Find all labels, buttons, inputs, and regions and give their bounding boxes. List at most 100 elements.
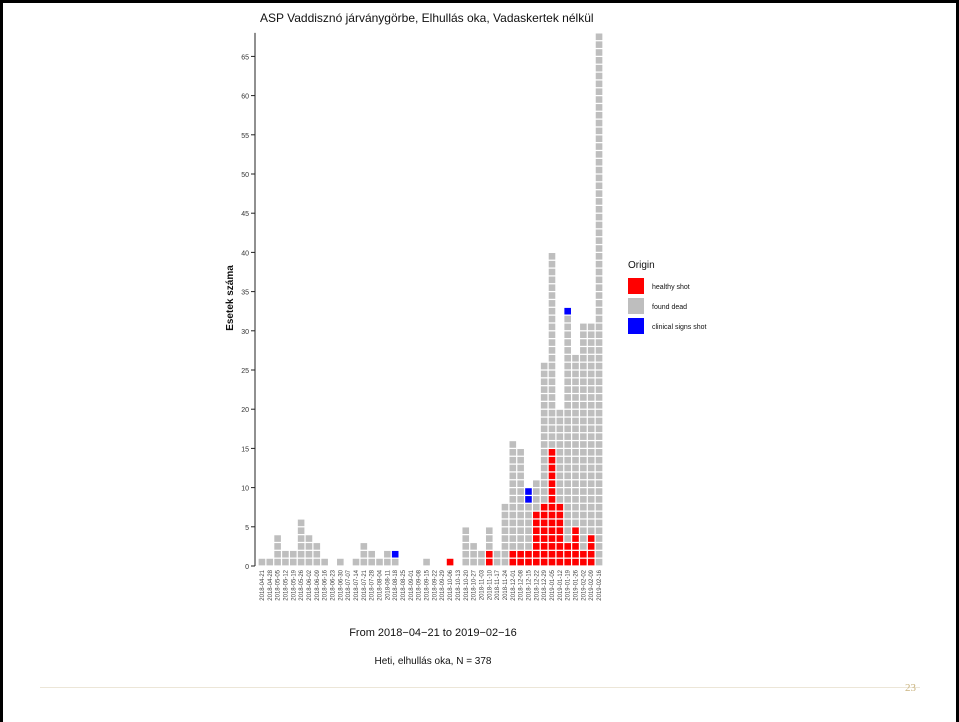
bar-cell	[517, 519, 524, 527]
bar-cell	[540, 472, 548, 480]
x-tick-label: 2018-09-22	[432, 569, 438, 600]
bar-cell	[517, 480, 524, 487]
bar-cell	[548, 550, 556, 558]
bar-cell	[540, 527, 548, 535]
bar-cell	[540, 480, 548, 487]
bar-cell	[587, 425, 595, 433]
bar-cell	[470, 543, 477, 550]
bar-cell	[548, 441, 556, 448]
bar-cell	[587, 472, 595, 480]
bar-cell	[595, 119, 603, 127]
bar-cell	[266, 558, 274, 566]
bar-cell	[485, 535, 493, 542]
bar-cell	[595, 362, 603, 370]
bar-cell	[595, 370, 603, 378]
bar-cell	[564, 370, 571, 378]
x-tick-label: 2018-10-06	[448, 569, 454, 600]
bar-cell	[533, 519, 540, 527]
bar-cell	[580, 378, 587, 386]
bar-cell	[556, 441, 564, 448]
bar-cell	[595, 354, 603, 362]
bar-cell	[485, 543, 493, 550]
bar-cell	[517, 488, 524, 495]
bar-cell	[580, 543, 587, 550]
bar-cell	[313, 543, 321, 550]
bar-cell	[462, 543, 470, 550]
bar-cell	[595, 213, 603, 221]
y-tick-label: 60	[241, 94, 249, 101]
bar-cell	[360, 550, 368, 558]
bar-cell	[540, 433, 548, 440]
legend-swatch	[628, 278, 644, 294]
x-tick-label: 2019-02-09	[589, 569, 595, 600]
bar-cell	[564, 425, 571, 433]
bar-cell	[556, 480, 564, 487]
bar-cell	[540, 535, 548, 542]
bar-cell	[509, 550, 517, 558]
bar-cell	[423, 558, 430, 566]
bar-cell	[564, 307, 571, 315]
bar-cell	[548, 464, 556, 472]
bar-cell	[548, 378, 556, 386]
bar-cell	[548, 511, 556, 519]
bar-cell	[587, 441, 595, 448]
bar-cell	[556, 527, 564, 535]
bar-cell	[580, 456, 587, 464]
bar-cell	[595, 237, 603, 244]
bar-cell	[376, 558, 383, 566]
bar-cell	[595, 143, 603, 150]
bar-cell	[548, 315, 556, 323]
x-tick-label: 2018-05-05	[276, 569, 282, 600]
bar-cell	[580, 425, 587, 433]
bar-cell	[525, 496, 532, 503]
bar-cell	[282, 550, 289, 558]
bar-cell	[572, 449, 579, 456]
bar-cell	[470, 558, 477, 566]
y-tick-label: 35	[241, 290, 249, 297]
bar-cell	[540, 417, 548, 425]
x-tick-label: 2018-08-04	[378, 569, 384, 600]
x-tick-label: 2018-06-09	[315, 569, 321, 600]
bar-cell	[313, 558, 321, 566]
bar-cell	[525, 488, 532, 495]
bar-cell	[587, 464, 595, 472]
bar-cell	[305, 543, 313, 550]
bar-cell	[548, 268, 556, 276]
bar-cell	[525, 558, 532, 566]
bar-cell	[595, 558, 603, 566]
bar-cell	[587, 347, 595, 354]
bar-cell	[540, 511, 548, 519]
bar-cell	[501, 535, 509, 542]
bar-cell	[595, 64, 603, 72]
x-tick-label: 2019-02-16	[597, 569, 603, 600]
bar-cell	[525, 503, 532, 511]
x-tick-label: 2019-02-02	[581, 569, 587, 600]
bar-cell	[297, 550, 305, 558]
bar-cell	[556, 503, 564, 511]
bar-cell	[572, 496, 579, 503]
bar-cell	[548, 503, 556, 511]
bar-cell	[595, 315, 603, 323]
x-tick-label: 2018-12-08	[519, 569, 525, 600]
bar-cell	[595, 111, 603, 119]
bar-cell	[501, 558, 509, 566]
bar-cell	[572, 370, 579, 378]
bar-cell	[556, 425, 564, 433]
bar-cell	[360, 558, 368, 566]
bar-cell	[556, 456, 564, 464]
bar-cell	[580, 433, 587, 440]
bar-cell	[540, 425, 548, 433]
bar-cell	[595, 284, 603, 291]
x-tick-label: 2018-10-27	[472, 569, 478, 600]
bar-cell	[595, 449, 603, 456]
bar-cell	[587, 323, 595, 331]
bar-cell	[525, 511, 532, 519]
bar-cell	[595, 456, 603, 464]
x-tick-label: 2019-01-12	[558, 569, 564, 600]
bar-cell	[572, 503, 579, 511]
bar-cell	[564, 433, 571, 440]
bar-cell	[525, 543, 532, 550]
bar-cell	[595, 260, 603, 268]
bar-cell	[564, 362, 571, 370]
bar-cell	[587, 386, 595, 393]
